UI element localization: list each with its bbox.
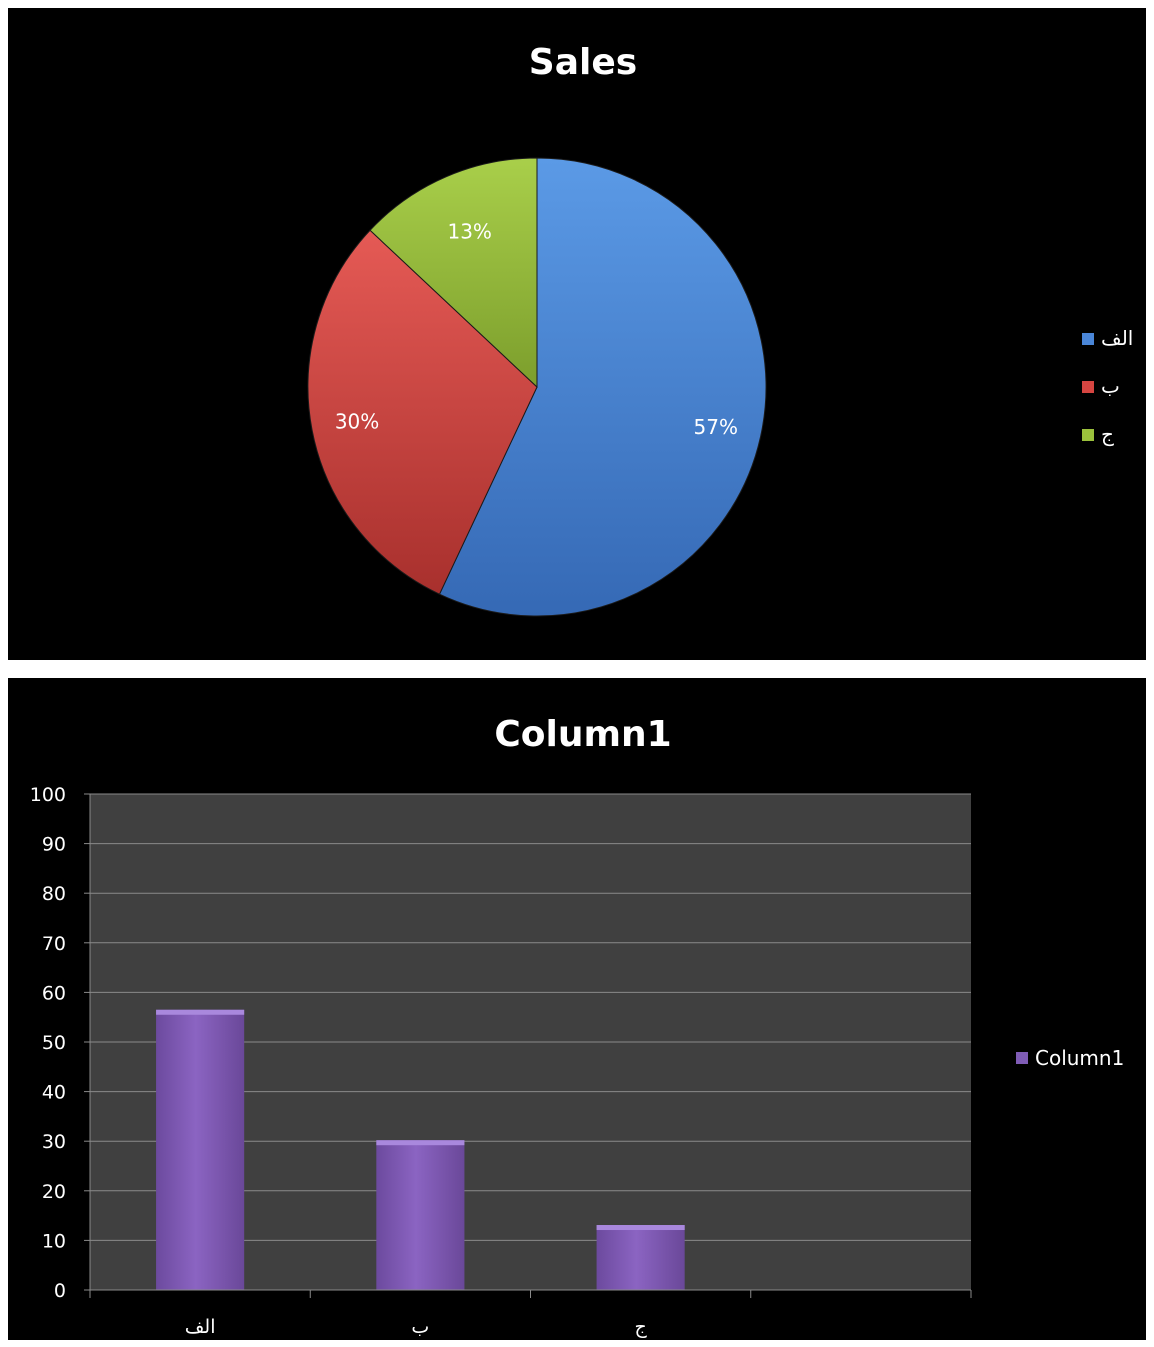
bar-top-bevel (156, 1009, 245, 1015)
x-category-label: ج (634, 1316, 647, 1338)
pie-chart-panel: Sales 57% 30% 13% الف ب ج (8, 8, 1146, 660)
pie-data-label: 30% (335, 409, 379, 433)
bar-legend: Column1 (1016, 1046, 1124, 1070)
pie-slice-2 (307, 229, 538, 595)
legend-label: الف (1101, 326, 1133, 350)
bar (596, 1225, 685, 1290)
pie-data-label: 57% (694, 415, 738, 439)
y-tick-label: 70 (42, 933, 66, 955)
pie-slice-3 (369, 157, 538, 389)
y-tick-label: 20 (42, 1181, 66, 1203)
y-tick-label: 100 (30, 784, 66, 806)
pie-slices (307, 157, 767, 617)
bar (156, 1009, 245, 1290)
bars (156, 1009, 685, 1290)
legend-label: ج (1101, 422, 1114, 446)
pie-slice-1 (438, 157, 767, 617)
bar-top-bevel (596, 1225, 685, 1231)
pie-data-label: 13% (447, 219, 491, 243)
bar-top-bevel (376, 1140, 465, 1146)
legend-swatch (1082, 429, 1094, 441)
legend-swatch (1016, 1052, 1028, 1064)
y-tick-label: 90 (42, 834, 66, 856)
pie-chart: Sales 57% 30% 13% الف بج (307, 42, 1133, 617)
legend-swatch (1082, 333, 1094, 345)
y-tick-label: 30 (42, 1131, 66, 1153)
bar-chart: Column1 0 10 20 30 40 50 60 70 80 90 100 الف ب ج Colu… (30, 714, 1125, 1338)
y-tick-label: 0 (54, 1280, 66, 1302)
bar-chart-panel: Column1 0 10 20 30 40 50 60 70 80 90 100 الف ب ج Colu… (8, 678, 1146, 1340)
y-tick-label: 80 (42, 883, 66, 905)
legend-swatch (1082, 381, 1094, 393)
pie-legend: الف بج (1082, 326, 1133, 446)
x-category-label: ب (411, 1316, 429, 1338)
bar (376, 1140, 465, 1290)
bar-chart-title: Column1 (494, 714, 671, 755)
y-tick-label: 40 (42, 1082, 66, 1104)
pie-data-labels: 57% 30% 13% (335, 219, 738, 438)
legend-label: ب (1101, 374, 1120, 398)
y-tick-label: 50 (42, 1032, 66, 1054)
axes: 0 10 20 30 40 50 60 70 80 90 100 الف ب ج (30, 784, 972, 1338)
x-category-label: الف (185, 1316, 216, 1338)
y-tick-label: 10 (42, 1230, 66, 1252)
y-tick-label: 60 (42, 982, 66, 1004)
pie-chart-title: Sales (529, 42, 637, 83)
legend-label: Column1 (1035, 1046, 1124, 1070)
